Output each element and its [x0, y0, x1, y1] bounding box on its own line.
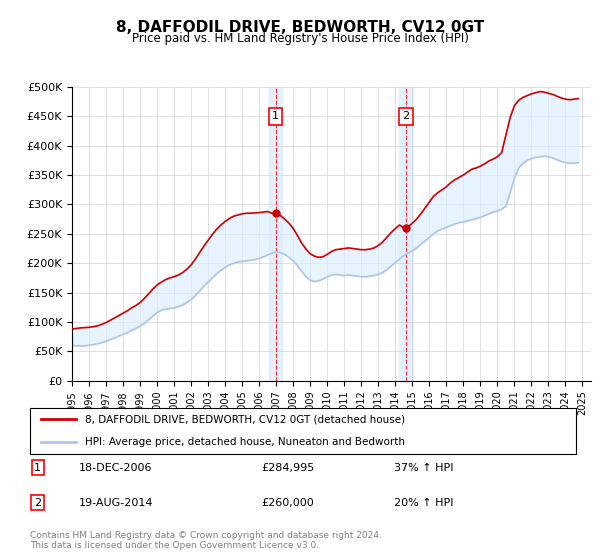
Text: 19-AUG-2014: 19-AUG-2014	[79, 498, 154, 507]
Text: 18-DEC-2006: 18-DEC-2006	[79, 463, 152, 473]
Text: 20% ↑ HPI: 20% ↑ HPI	[394, 498, 454, 507]
Text: £284,995: £284,995	[262, 463, 314, 473]
Text: 8, DAFFODIL DRIVE, BEDWORTH, CV12 0GT (detached house): 8, DAFFODIL DRIVE, BEDWORTH, CV12 0GT (d…	[85, 414, 405, 424]
Text: HPI: Average price, detached house, Nuneaton and Bedworth: HPI: Average price, detached house, Nune…	[85, 437, 404, 447]
Text: 2: 2	[403, 111, 410, 121]
FancyBboxPatch shape	[30, 408, 576, 454]
Bar	[399, 87, 413, 381]
Text: Contains HM Land Registry data © Crown copyright and database right 2024.
This d: Contains HM Land Registry data © Crown c…	[30, 531, 382, 550]
Text: 2: 2	[34, 498, 41, 507]
Text: £260,000: £260,000	[262, 498, 314, 507]
Text: 37% ↑ HPI: 37% ↑ HPI	[394, 463, 454, 473]
Text: 1: 1	[272, 111, 279, 121]
Bar	[269, 87, 283, 381]
Text: 1: 1	[34, 463, 41, 473]
Text: 8, DAFFODIL DRIVE, BEDWORTH, CV12 0GT: 8, DAFFODIL DRIVE, BEDWORTH, CV12 0GT	[116, 20, 484, 35]
Text: Price paid vs. HM Land Registry's House Price Index (HPI): Price paid vs. HM Land Registry's House …	[131, 32, 469, 45]
